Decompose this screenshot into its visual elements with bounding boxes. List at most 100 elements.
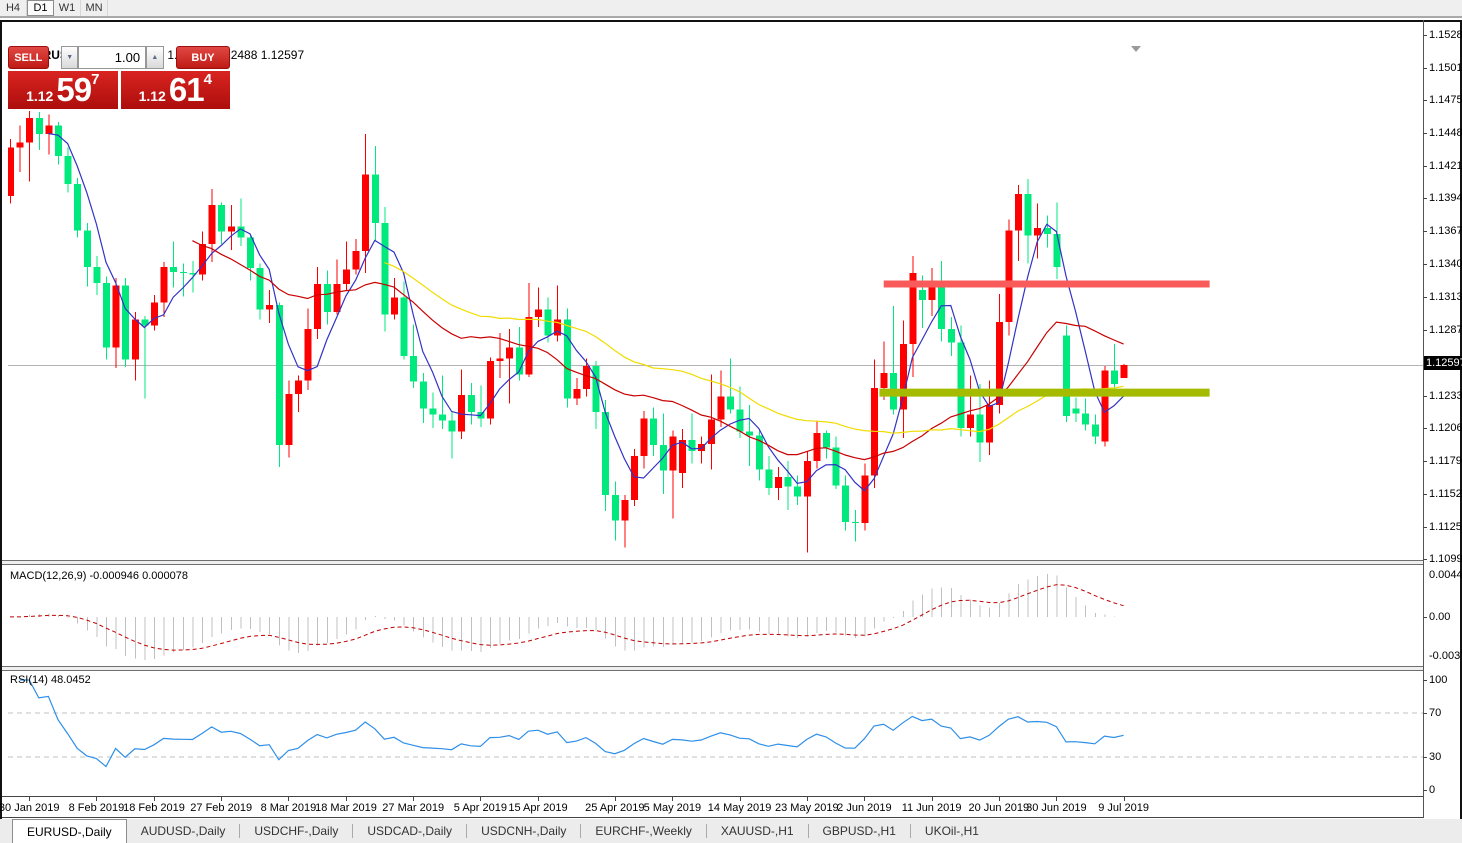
symbol-tab-gbpusd-h1[interactable]: GBPUSD-,H1 — [822, 824, 896, 838]
symbol-tab-eurchf-weekly[interactable]: EURCHF-,Weekly — [595, 824, 692, 838]
price-axis-tick — [1423, 526, 1427, 528]
date-axis-label: 25 Apr 2019 — [585, 802, 645, 814]
symbol-tab-xauusd-h1[interactable]: XAUUSD-,H1 — [720, 824, 794, 838]
date-axis-label: 15 Apr 2019 — [508, 802, 568, 814]
price-axis-label: 1.15015 — [1429, 61, 1462, 74]
candle-body — [1091, 424, 1099, 437]
candle-body — [995, 321, 1003, 405]
timeframe-button-mn[interactable]: MN — [81, 0, 108, 16]
candle-body — [285, 393, 293, 446]
tab-separator — [807, 824, 809, 838]
price-axis-tick — [1423, 100, 1427, 102]
date-tick — [346, 797, 347, 801]
symbol-tab-usdcnh-daily[interactable]: USDCNH-,Daily — [481, 824, 567, 838]
timeframe-button-w1[interactable]: W1 — [54, 0, 81, 16]
rsi-axis-tick — [1423, 757, 1427, 758]
price-axis-label: 1.15285 — [1429, 29, 1462, 41]
candle-body — [266, 304, 274, 310]
date-tick — [739, 797, 741, 801]
candle-body — [103, 282, 110, 348]
candle-body — [842, 485, 850, 522]
chart-shift-icon[interactable] — [1131, 46, 1141, 52]
candle-body — [371, 174, 379, 224]
pane-splitter-rsi[interactable] — [2, 666, 1423, 671]
macd-pane[interactable] — [8, 566, 1423, 666]
rsi-axis-label: 100 — [1429, 674, 1448, 686]
candle-body — [352, 251, 360, 270]
candle-body — [16, 142, 24, 148]
candle-body — [487, 360, 494, 419]
candle-body — [765, 469, 773, 488]
price-axis-tick — [1423, 395, 1427, 397]
volume-decrease-button[interactable]: ▼ — [61, 46, 79, 69]
macd-label: MACD(12,26,9) -0.000946 0.000078 — [10, 570, 188, 582]
buy-quote-box[interactable]: 1.12 61 4 — [120, 71, 230, 109]
candle-body — [1072, 408, 1080, 414]
macd-axis-min: -0.003715 — [1429, 650, 1462, 662]
candle-body — [976, 414, 984, 443]
candle-body — [621, 499, 629, 521]
candle-body — [333, 284, 341, 313]
sell-quote-box[interactable]: 1.12 59 7 — [8, 71, 118, 109]
date-axis-label: 5 Apr 2019 — [453, 802, 507, 814]
buy-button[interactable]: BUY — [176, 46, 230, 69]
price-axis-label: 1.12065 — [1429, 421, 1462, 434]
candle-body — [573, 388, 581, 399]
symbol-tab-eurusd-daily[interactable]: EURUSD-,Daily — [12, 819, 127, 843]
price-axis-tick — [1423, 67, 1427, 69]
sell-price-pipette: 7 — [91, 71, 100, 88]
timeframe-button-d1[interactable]: D1 — [27, 0, 54, 16]
symbol-tab-bar: EURUSD-,Daily AUDUSD-,Daily USDCHF-,Daily U… — [0, 819, 1462, 843]
ma-mid-line — [192, 240, 1124, 461]
symbol-tab-usdchf-daily[interactable]: USDCHF-,Daily — [254, 824, 339, 838]
date-tick — [538, 797, 539, 801]
price-axis-tick — [1423, 264, 1427, 266]
candle-body — [458, 395, 466, 432]
date-axis-label: 8 Feb 2019 — [68, 802, 125, 814]
candle-body — [208, 204, 216, 244]
rsi-pane[interactable] — [8, 672, 1423, 796]
candle-body — [199, 243, 206, 275]
candle-body — [583, 365, 590, 389]
volume-input[interactable]: 1.00 — [78, 46, 147, 69]
candle-body — [957, 342, 965, 429]
rsi-line — [19, 679, 1124, 768]
timeframe-button-h4[interactable]: H4 — [0, 0, 27, 16]
candle-body — [55, 125, 62, 156]
price-axis-tick — [1423, 297, 1427, 299]
candle-body — [1082, 413, 1090, 425]
candle-body — [563, 319, 571, 399]
price-axis-tick — [1423, 329, 1427, 331]
candle-body — [967, 414, 974, 429]
candle-body — [218, 204, 226, 232]
price-axis-label: 1.11795 — [1429, 454, 1462, 467]
rsi-axis-tick — [1423, 713, 1427, 714]
date-axis-label: 11 Jun 2019 — [901, 802, 962, 814]
rsi-axis-tick — [1423, 790, 1427, 791]
candle-body — [727, 396, 734, 410]
timeframe-toolbar: H4 D1 W1 MN — [0, 0, 1462, 18]
pane-splitter-macd[interactable] — [2, 560, 1423, 565]
chart-window: ▲ EURUSD-,Daily 1.12488 1.12606 1.12488 … — [0, 20, 1462, 843]
symbol-tab-usdcad-daily[interactable]: USDCAD-,Daily — [367, 824, 453, 838]
sell-button[interactable]: SELL — [8, 46, 49, 69]
date-axis-label: 27 Mar 2019 — [382, 802, 445, 814]
candle-body — [688, 440, 696, 452]
date-axis[interactable]: 30 Jan 2019 8 Feb 2019 18 Feb 2019 27 Feb 2… — [0, 796, 1423, 818]
candle-body — [823, 432, 830, 448]
date-tick — [806, 797, 808, 801]
candle-body — [314, 284, 322, 330]
candle-body — [746, 431, 754, 436]
date-tick — [614, 797, 616, 801]
macd-axis-zero: 0.00 — [1429, 610, 1451, 623]
date-tick — [998, 797, 1000, 801]
symbol-tab-ukoil-h1[interactable]: UKOil-,H1 — [924, 824, 979, 838]
candle-body — [851, 521, 859, 524]
symbol-tab-audusd-daily[interactable]: AUDUSD-,Daily — [140, 824, 226, 838]
candle-body — [74, 184, 82, 231]
candle-body — [525, 316, 533, 375]
candle-body — [707, 419, 715, 444]
main-chart[interactable] — [8, 27, 1425, 562]
volume-increase-button[interactable]: ▲ — [146, 46, 164, 69]
date-axis-label: 30 Jan 2019 — [0, 802, 60, 814]
